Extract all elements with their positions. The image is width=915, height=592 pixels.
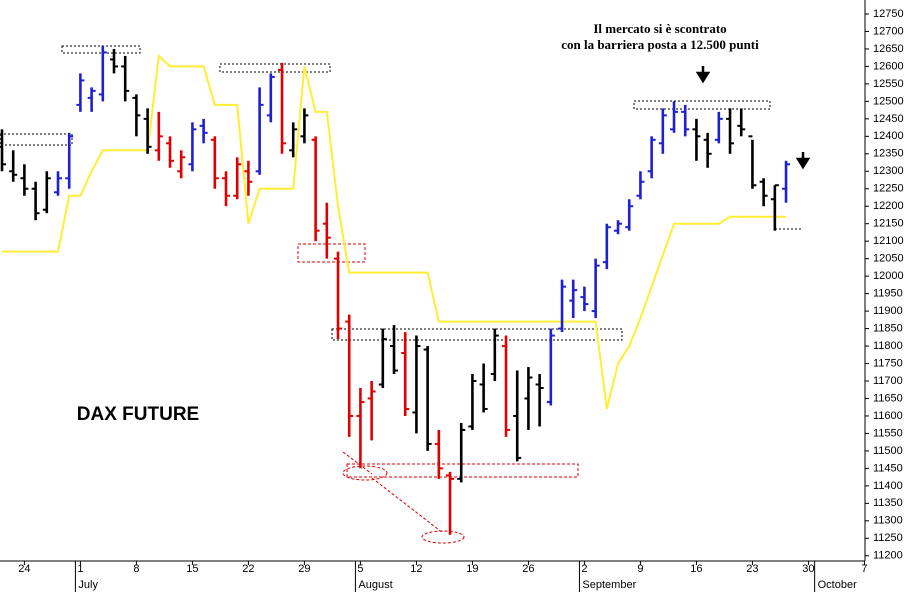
plot bbox=[0, 45, 791, 535]
arrow bbox=[795, 152, 811, 170]
y-tick-label: 11500 bbox=[873, 445, 903, 457]
arrow bbox=[695, 66, 711, 84]
y-tick-label: 11750 bbox=[873, 357, 903, 369]
y-tick-label: 11400 bbox=[873, 480, 903, 492]
x-tick-label: 23 bbox=[746, 563, 758, 575]
x-tick-label: 15 bbox=[186, 563, 198, 575]
y-tick-label: 12350 bbox=[873, 148, 904, 160]
y-tick-label: 11350 bbox=[873, 497, 903, 509]
y-tick-label: 12700 bbox=[873, 25, 904, 37]
y-tick-label: 12100 bbox=[873, 235, 904, 247]
y-tick-label: 11800 bbox=[873, 340, 903, 352]
y-tick-label: 12650 bbox=[873, 43, 904, 55]
y-tick-label: 12050 bbox=[873, 253, 904, 265]
y-tick-label: 12750 bbox=[873, 8, 904, 20]
indicator-line bbox=[2, 53, 787, 410]
x-tick-label: 16 bbox=[690, 563, 702, 575]
y-tick-label: 12200 bbox=[873, 200, 904, 212]
x-tick-label: 8 bbox=[133, 563, 139, 575]
y-tick-label: 12600 bbox=[873, 60, 904, 72]
y-tick-label: 11850 bbox=[873, 322, 903, 334]
y-tick-label: 11250 bbox=[873, 532, 903, 544]
y-tick-label: 12450 bbox=[873, 113, 904, 125]
trend-line bbox=[342, 451, 373, 475]
y-tick-label: 12500 bbox=[873, 95, 904, 107]
x-tick-label: 22 bbox=[242, 563, 254, 575]
y-tick-label: 11300 bbox=[873, 515, 903, 527]
month-label: July bbox=[78, 579, 98, 591]
level-ellipse bbox=[342, 465, 388, 481]
level-box bbox=[0, 133, 73, 146]
level-box bbox=[297, 243, 366, 263]
annotation: con la barriera posta a 12.500 punti bbox=[561, 37, 759, 52]
x-tick-label: 12 bbox=[410, 563, 422, 575]
y-tick-label: 12150 bbox=[873, 218, 904, 230]
annotation: Il mercato si è scontrato bbox=[593, 21, 726, 36]
y-tick-label: 12250 bbox=[873, 183, 904, 195]
x-tick-label: 7 bbox=[861, 563, 867, 575]
chart-title: DAX FUTURE bbox=[77, 404, 199, 425]
y-tick-label: 11650 bbox=[873, 392, 903, 404]
x-tick-label: 26 bbox=[522, 563, 534, 575]
y-tick-label: 11950 bbox=[873, 288, 903, 300]
y-tick-label: 11700 bbox=[873, 375, 903, 387]
x-tick-label: 9 bbox=[637, 563, 643, 575]
x-tick-label: 5 bbox=[357, 563, 363, 575]
x-tick-label: 1 bbox=[77, 563, 83, 575]
month-label: October bbox=[818, 579, 857, 591]
level-box bbox=[61, 45, 141, 54]
y-tick-label: 11550 bbox=[873, 427, 903, 439]
y-tick-label: 12300 bbox=[873, 165, 904, 177]
x-tick-label: 29 bbox=[298, 563, 310, 575]
arrows bbox=[695, 66, 811, 170]
level-box bbox=[331, 328, 623, 341]
x-tick-label: 19 bbox=[466, 563, 478, 575]
y-tick-label: 11450 bbox=[873, 462, 903, 474]
y-tick-label: 11600 bbox=[873, 410, 903, 422]
level-box bbox=[633, 100, 771, 110]
level-boxes bbox=[0, 45, 803, 544]
y-tick-label: 12550 bbox=[873, 78, 904, 90]
month-label: September bbox=[582, 579, 636, 591]
y-tick-label: 11200 bbox=[873, 550, 903, 562]
level-box bbox=[219, 63, 331, 73]
y-tick-label: 11900 bbox=[873, 305, 903, 317]
level-ellipse bbox=[421, 530, 465, 544]
month-label: August bbox=[358, 579, 392, 591]
y-tick-label: 12000 bbox=[873, 270, 904, 282]
y-tick-label: 12400 bbox=[873, 130, 904, 142]
x-tick-label: 30 bbox=[802, 563, 814, 575]
x-tick-label: 24 bbox=[18, 563, 30, 575]
x-tick-label: 2 bbox=[581, 563, 587, 575]
